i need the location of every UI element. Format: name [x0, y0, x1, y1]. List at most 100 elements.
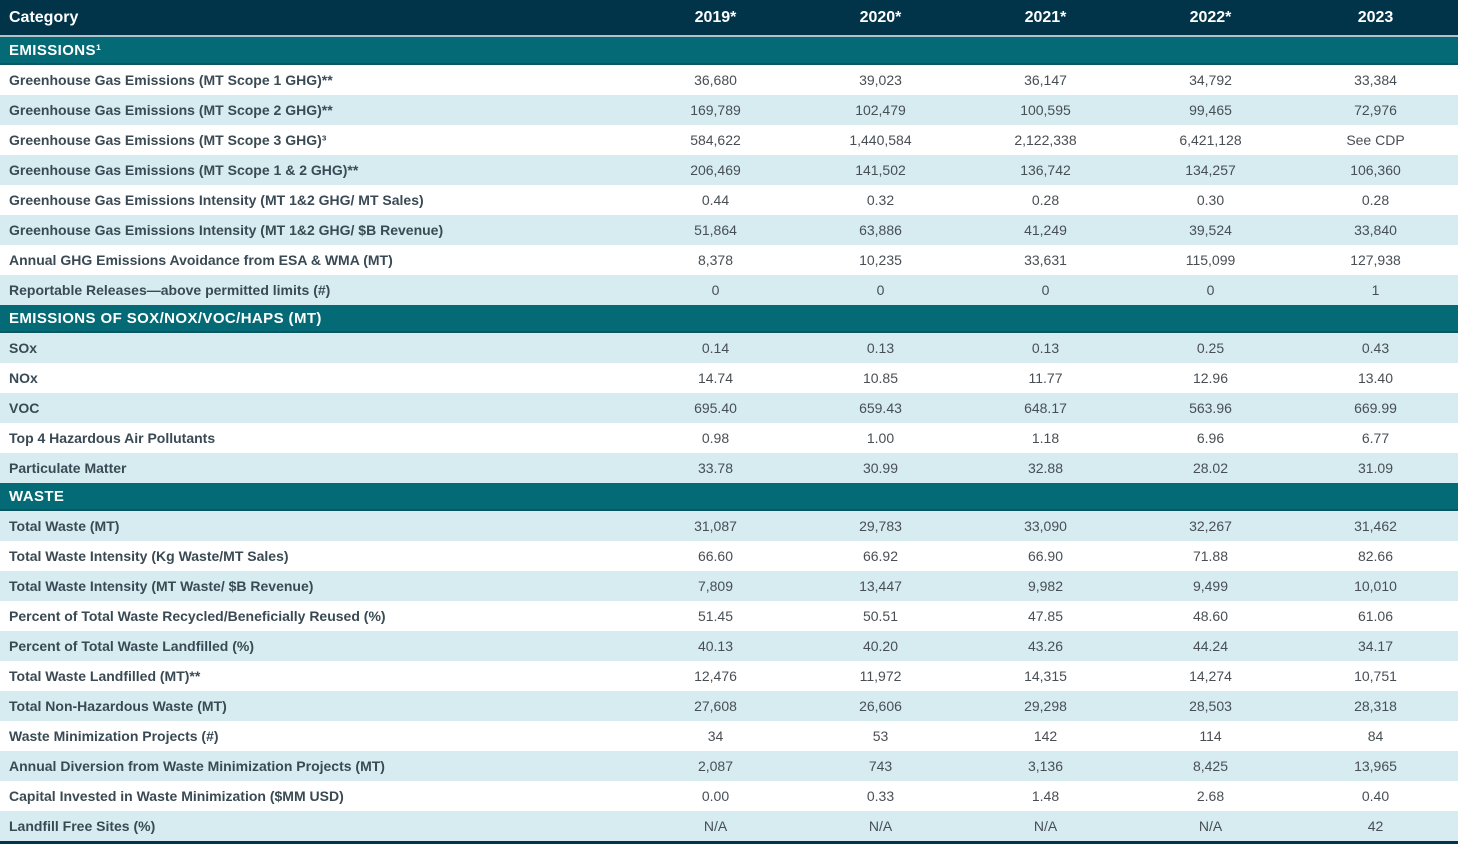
- cell-value: N/A: [868, 818, 893, 834]
- column-header-year: 2019*: [694, 8, 737, 26]
- table-row: SOx 0.14 0.13 0.13 0.25 0.43: [0, 333, 1458, 363]
- cell-value: 6.77: [1361, 430, 1390, 446]
- cell-value: 99,465: [1189, 102, 1232, 118]
- column-header-year: 2021*: [1024, 8, 1067, 26]
- row-label: Landfill Free Sites (%): [9, 818, 156, 834]
- section-title: EMISSIONS¹: [9, 41, 102, 59]
- cell-value: 33,631: [1024, 252, 1067, 268]
- cell-value: 0.28: [1361, 192, 1390, 208]
- cell-value: 6,421,128: [1179, 132, 1242, 148]
- cell-value: 206,469: [690, 162, 741, 178]
- cell-value: 1: [1371, 282, 1380, 298]
- row-label: Total Waste Intensity (Kg Waste/MT Sales…: [9, 548, 289, 564]
- cell-value: 584,622: [690, 132, 741, 148]
- cell-value: 61.06: [1357, 608, 1394, 624]
- cell-value: 3,136: [1027, 758, 1064, 774]
- row-label: Annual Diversion from Waste Minimization…: [9, 758, 385, 774]
- cell-value: 29,783: [859, 518, 902, 534]
- cell-value: 9,499: [1192, 578, 1229, 594]
- cell-value: N/A: [1033, 818, 1058, 834]
- section-header: EMISSIONS OF SOX/NOX/VOC/HAPS (MT): [0, 305, 1458, 333]
- table-row: Annual GHG Emissions Avoidance from ESA …: [0, 245, 1458, 275]
- cell-value: 695.40: [694, 400, 737, 416]
- cell-value: 32,267: [1189, 518, 1232, 534]
- table-row: Capital Invested in Waste Minimization (…: [0, 781, 1458, 811]
- cell-value: 44.24: [1192, 638, 1229, 654]
- cell-value: 41,249: [1024, 222, 1067, 238]
- table-bottom-border: [0, 841, 1458, 844]
- table-row: Greenhouse Gas Emissions (MT Scope 1 & 2…: [0, 155, 1458, 185]
- cell-value: 669.99: [1354, 400, 1397, 416]
- cell-value: 1.18: [1031, 430, 1060, 446]
- cell-value: 0.13: [866, 340, 895, 356]
- cell-value: N/A: [1198, 818, 1223, 834]
- cell-value: 102,479: [855, 102, 906, 118]
- table-row: Greenhouse Gas Emissions Intensity (MT 1…: [0, 185, 1458, 215]
- section-header: EMISSIONS¹: [0, 37, 1458, 65]
- cell-value: 8,378: [697, 252, 734, 268]
- row-label: Capital Invested in Waste Minimization (…: [9, 788, 344, 804]
- cell-value: 11,972: [859, 668, 902, 684]
- cell-value: 0.25: [1196, 340, 1225, 356]
- section-title: WASTE: [9, 487, 65, 505]
- cell-value: 10,235: [859, 252, 902, 268]
- cell-value: 0.44: [701, 192, 730, 208]
- table-row: Waste Minimization Projects (#) 34 53 142 11…: [0, 721, 1458, 751]
- cell-value: 42: [1367, 818, 1384, 834]
- cell-value: 26,606: [859, 698, 902, 714]
- cell-value: 12.96: [1192, 370, 1229, 386]
- cell-value: 0.32: [866, 192, 895, 208]
- cell-value: 14,315: [1024, 668, 1067, 684]
- row-label: Greenhouse Gas Emissions Intensity (MT 1…: [9, 222, 444, 238]
- cell-value: 10,010: [1354, 578, 1397, 594]
- row-label: Reportable Releases—above permitted limi…: [9, 282, 331, 298]
- cell-value: 1.00: [866, 430, 895, 446]
- cell-value: 13.40: [1357, 370, 1394, 386]
- cell-value: 1.48: [1031, 788, 1060, 804]
- cell-value: 43.26: [1027, 638, 1064, 654]
- table-row: Percent of Total Waste Recycled/Benefici…: [0, 601, 1458, 631]
- cell-value: 8,425: [1192, 758, 1229, 774]
- column-header-year: 2022*: [1189, 8, 1232, 26]
- cell-value: 0.43: [1361, 340, 1390, 356]
- cell-value: 48.60: [1192, 608, 1229, 624]
- cell-value: 2.68: [1196, 788, 1225, 804]
- cell-value: N/A: [703, 818, 728, 834]
- cell-value: 36,147: [1024, 72, 1067, 88]
- cell-value: 29,298: [1024, 698, 1067, 714]
- cell-value: 30.99: [862, 460, 899, 476]
- cell-value: 0.40: [1361, 788, 1390, 804]
- cell-value: 10.85: [862, 370, 899, 386]
- cell-value: 84: [1367, 728, 1384, 744]
- cell-value: 53: [872, 728, 889, 744]
- cell-value: 134,257: [1185, 162, 1236, 178]
- cell-value: 39,524: [1189, 222, 1232, 238]
- cell-value: 0: [876, 282, 885, 298]
- row-label: Top 4 Hazardous Air Pollutants: [9, 430, 216, 446]
- cell-value: 0: [1041, 282, 1050, 298]
- cell-value: 11.77: [1028, 370, 1063, 386]
- section-header: WASTE: [0, 483, 1458, 511]
- row-label: NOx: [9, 370, 38, 386]
- table-row: Annual Diversion from Waste Minimization…: [0, 751, 1458, 781]
- cell-value: 66.92: [862, 548, 899, 564]
- cell-value: 28,503: [1189, 698, 1232, 714]
- cell-value: 743: [868, 758, 893, 774]
- cell-value: 13,965: [1354, 758, 1397, 774]
- row-label: Total Waste Landfilled (MT)**: [9, 668, 201, 684]
- cell-value: 169,789: [690, 102, 741, 118]
- cell-value: 14.74: [697, 370, 734, 386]
- row-label: Greenhouse Gas Emissions (MT Scope 3 GHG…: [9, 132, 327, 148]
- cell-value: 71.88: [1192, 548, 1229, 564]
- cell-value: 33,840: [1354, 222, 1397, 238]
- cell-value: 0.13: [1031, 340, 1060, 356]
- row-label: SOx: [9, 340, 38, 356]
- row-label: VOC: [9, 400, 40, 416]
- cell-value: 47.85: [1027, 608, 1064, 624]
- cell-value: 648.17: [1024, 400, 1067, 416]
- table-row: Greenhouse Gas Emissions Intensity (MT 1…: [0, 215, 1458, 245]
- cell-value: 33,090: [1024, 518, 1067, 534]
- cell-value: 0.30: [1196, 192, 1225, 208]
- cell-value: 27,608: [694, 698, 737, 714]
- cell-value: 2,087: [697, 758, 734, 774]
